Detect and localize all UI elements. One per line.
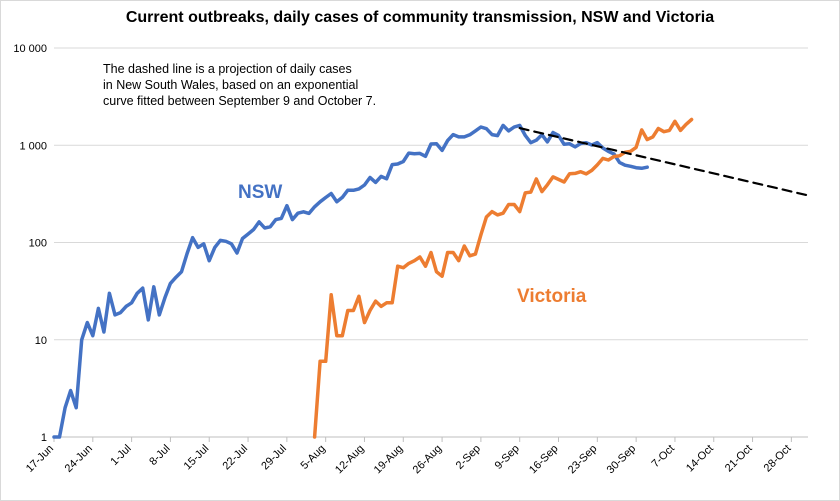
victoria-series-label: Victoria [517, 286, 587, 307]
x-tick-label: 9-Sep [493, 443, 522, 472]
series-layer [52, 117, 810, 439]
x-tick-label: 23-Sep [566, 443, 600, 477]
x-tick-label: 22-Jul [220, 443, 250, 473]
x-tick-label: 26-Aug [411, 443, 445, 477]
x-tick-label: 24-Jun [63, 443, 95, 475]
x-axis: 17-Jun 24-Jun 1-Jul 8-Jul 15-Jul 22-Jul 29-Jul… [24, 436, 808, 477]
x-tick-label: 29-Jul [259, 443, 289, 473]
nsw-series-label: NSW [238, 182, 282, 203]
x-tick-label: 21-Oct [723, 443, 755, 475]
x-tick-label: 7-Oct [650, 443, 678, 471]
y-tick-label: 1 [41, 432, 47, 444]
y-tick-label: 10 [35, 335, 47, 347]
x-tick-label: 2-Sep [454, 443, 483, 472]
x-tick-label: 19-Aug [372, 443, 406, 477]
x-tick-label: 16-Sep [527, 443, 561, 477]
chart-title: Current outbreaks, daily cases of commun… [125, 9, 715, 26]
gridlines [54, 47, 808, 438]
annotation-line-2: in New South Wales, based on an exponent… [103, 78, 359, 92]
y-tick-label: 10 000 [13, 43, 47, 55]
x-tick-label: 12-Aug [333, 443, 367, 477]
x-tick-label: 17-Jun [24, 443, 56, 475]
x-tick-label: 1-Jul [108, 443, 133, 468]
nsw-projection-line [518, 127, 810, 197]
y-tick-label: 100 [29, 238, 47, 250]
x-tick-label: 15-Jul [182, 443, 212, 473]
chart-annotation: The dashed line is a projection of daily… [103, 61, 376, 109]
annotation-line-1: The dashed line is a projection of daily… [103, 62, 352, 76]
y-tick-label: 1 000 [19, 140, 47, 152]
annotation-line-3: curve fitted between September 9 and Oct… [103, 94, 377, 108]
y-axis: 1 10 100 1 000 10 000 [13, 43, 47, 444]
victoria-line [312, 117, 694, 439]
x-tick-label: 8-Jul [147, 443, 172, 468]
x-tick-label: 30-Sep [605, 443, 639, 477]
x-tick-label: 14-Oct [684, 443, 716, 475]
nsw-line [52, 123, 649, 439]
series-labels: NSW Victoria [238, 182, 587, 307]
x-tick-label: 28-Oct [762, 443, 794, 475]
x-tick-label: 5-Aug [299, 443, 328, 472]
